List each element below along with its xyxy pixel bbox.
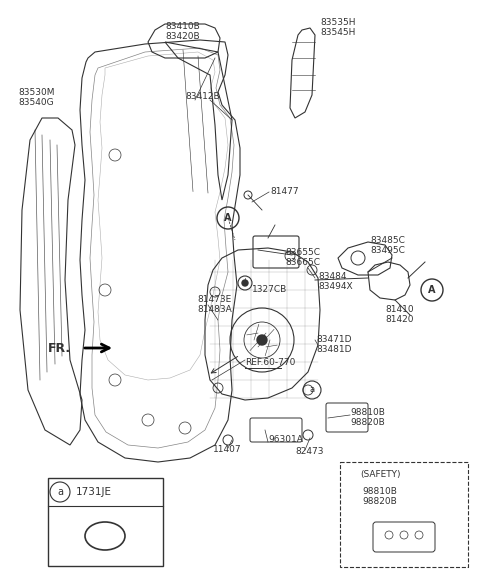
- Text: 81410
81420: 81410 81420: [385, 305, 414, 324]
- Text: a: a: [57, 487, 63, 497]
- Text: (SAFETY): (SAFETY): [360, 470, 400, 479]
- Text: 96301A: 96301A: [268, 435, 303, 444]
- Bar: [340, 462, 468, 567]
- Text: 98810B
98820B: 98810B 98820B: [350, 408, 385, 428]
- Text: FR.: FR.: [48, 342, 71, 354]
- Text: 81477: 81477: [270, 187, 299, 196]
- Text: 81473E
81483A: 81473E 81483A: [197, 295, 232, 314]
- Text: 1731JE: 1731JE: [76, 487, 112, 497]
- Text: a: a: [310, 386, 314, 394]
- Bar: [48, 478, 163, 566]
- Text: 98810B
98820B: 98810B 98820B: [362, 487, 397, 507]
- Circle shape: [257, 335, 267, 345]
- Text: 83471D
83481D: 83471D 83481D: [316, 335, 351, 354]
- Text: A: A: [224, 213, 232, 223]
- Text: A: A: [428, 285, 436, 295]
- Text: 83530M
83540G: 83530M 83540G: [18, 88, 55, 107]
- Text: 83485C
83495C: 83485C 83495C: [370, 236, 405, 256]
- Text: REF.60-770: REF.60-770: [245, 358, 295, 367]
- Circle shape: [242, 280, 248, 286]
- Text: 1327CB: 1327CB: [252, 285, 287, 294]
- Text: 82473: 82473: [295, 447, 324, 456]
- Text: 83535H
83545H: 83535H 83545H: [320, 18, 356, 37]
- Text: 11407: 11407: [213, 445, 241, 454]
- Text: 83412B: 83412B: [185, 92, 220, 101]
- Text: 83484
83494X: 83484 83494X: [318, 272, 353, 292]
- Text: 83655C
83665C: 83655C 83665C: [285, 248, 320, 267]
- Text: 83410B
83420B: 83410B 83420B: [165, 22, 200, 41]
